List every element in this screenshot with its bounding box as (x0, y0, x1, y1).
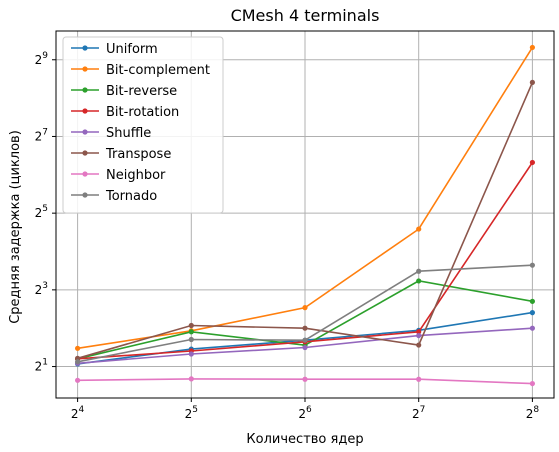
y-tick-label: 23 (35, 281, 48, 297)
data-point-shuffle (188, 351, 194, 357)
legend-marker-bit-reverse (82, 87, 88, 93)
data-point-bit-reverse (416, 278, 422, 284)
x-tick-label: 28 (526, 405, 540, 421)
legend-marker-bit-rotation (82, 108, 88, 114)
legend-label-bit-complement: Bit-complement (106, 63, 210, 78)
y-tick-label: 25 (35, 204, 48, 220)
legend-label-bit-rotation: Bit-rotation (106, 105, 179, 120)
data-point-bit-rotation (416, 329, 422, 335)
x-tick-label: 25 (185, 405, 198, 421)
data-point-bit-reverse (188, 329, 194, 335)
legend-marker-uniform (82, 45, 88, 51)
data-point-transpose (188, 322, 194, 329)
data-point-neighbor (302, 376, 308, 382)
data-point-neighbor (529, 380, 535, 387)
data-point-transpose (302, 325, 308, 331)
legend-label-neighbor: Neighbor (106, 168, 166, 183)
data-point-bit-complement (416, 226, 422, 232)
tick-marks (52, 59, 533, 402)
data-point-neighbor (188, 376, 194, 382)
data-point-tornado (416, 268, 422, 274)
data-point-uniform (529, 310, 535, 316)
legend-label-bit-reverse: Bit-reverse (106, 84, 177, 99)
data-point-bit-complement (529, 44, 535, 51)
y-tick-label: 21 (35, 358, 48, 374)
y-axis-label: Средняя задержка (циклов) (8, 130, 23, 324)
chart-title: CMesh 4 terminals (231, 6, 380, 25)
data-point-bit-reverse (529, 298, 535, 304)
legend: Uniform Bit-complement Bit-reverse Bit-rota… (62, 36, 224, 214)
data-point-shuffle (302, 344, 308, 351)
data-point-transpose (529, 79, 535, 86)
data-point-neighbor (416, 376, 422, 382)
tick-labels: 24 25 26 27 28 21 23 25 27 29 (35, 51, 540, 421)
legend-label-uniform: Uniform (106, 42, 158, 57)
data-point-tornado (188, 336, 194, 343)
data-point-bit-complement (75, 345, 81, 351)
data-point-tornado (75, 359, 81, 365)
y-tick-label: 27 (35, 127, 48, 143)
legend-marker-tornado (82, 192, 88, 198)
series-layer (75, 44, 535, 387)
x-tick-label: 24 (71, 405, 85, 421)
data-point-shuffle (416, 332, 422, 339)
data-point-shuffle (529, 325, 535, 331)
x-tick-label: 26 (298, 405, 312, 421)
y-tick-label: 29 (35, 51, 49, 67)
legend-box (62, 36, 224, 214)
x-tick-label: 27 (412, 405, 425, 421)
data-point-tornado (302, 337, 308, 343)
legend-marker-neighbor (82, 171, 88, 177)
legend-marker-transpose (82, 150, 88, 156)
data-point-bit-complement (302, 305, 308, 311)
x-axis-label: Количество ядер (246, 432, 363, 447)
data-point-transpose (416, 342, 422, 348)
legend-label-transpose: Transpose (105, 147, 171, 162)
legend-marker-shuffle (82, 129, 88, 135)
legend-marker-bit-complement (82, 66, 88, 72)
legend-label-shuffle: Shuffle (106, 126, 151, 141)
legend-label-tornado: Tornado (105, 189, 157, 204)
data-point-tornado (529, 262, 535, 268)
data-point-neighbor (75, 377, 81, 383)
data-point-bit-rotation (529, 159, 535, 166)
